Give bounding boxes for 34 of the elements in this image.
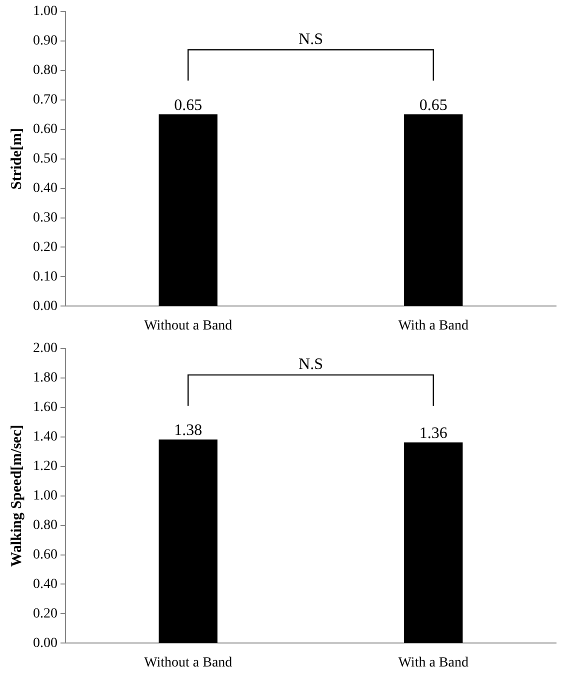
y-axis-title: Walking Speed[m/sec]	[8, 424, 25, 567]
annotation: N.S	[298, 30, 323, 48]
y-tick-label: 0.20	[33, 240, 58, 255]
x-tick-label: With a Band	[398, 655, 468, 670]
x-tick-label: Without a Band	[144, 655, 232, 670]
y-tick-label: 0.00	[33, 298, 58, 314]
x-tick-label: With a Band	[398, 318, 468, 334]
y-tick-label: 1.00	[33, 488, 58, 504]
y-tick-label: 0.50	[33, 151, 58, 166]
annotation: N.S	[298, 356, 323, 374]
y-tick-label: 0.70	[33, 92, 58, 108]
y-tick-label: 0.80	[33, 63, 58, 78]
data-label: 0.65	[174, 96, 202, 114]
y-tick-label: 1.80	[33, 370, 58, 386]
y-tick-label: 2.00	[33, 341, 58, 356]
y-tick-label: 1.00	[33, 4, 58, 20]
data-label: 1.38	[174, 422, 202, 439]
y-tick-label: 0.00	[33, 636, 58, 651]
data-label: 0.65	[419, 96, 448, 114]
data-label: 1.36	[419, 424, 448, 442]
x-tick-label: Without a Band	[144, 318, 232, 334]
y-tick-label: 0.30	[33, 210, 58, 226]
y-tick-label: 1.40	[33, 430, 58, 445]
y-tick-label: 0.90	[33, 34, 58, 49]
y-tick-label: 0.80	[33, 518, 58, 533]
y-tick-label: 1.60	[33, 400, 58, 416]
y-tick-label: 0.40	[33, 180, 58, 196]
y-tick-label: 0.20	[33, 606, 58, 622]
y-tick-label: 0.60	[33, 122, 58, 137]
y-tick-label: 0.60	[33, 547, 58, 562]
y-tick-label: 0.40	[33, 576, 58, 592]
y-axis-title: Stride[m]	[8, 128, 25, 190]
y-tick-label: 0.10	[33, 269, 58, 284]
y-tick-label: 1.20	[33, 458, 58, 474]
